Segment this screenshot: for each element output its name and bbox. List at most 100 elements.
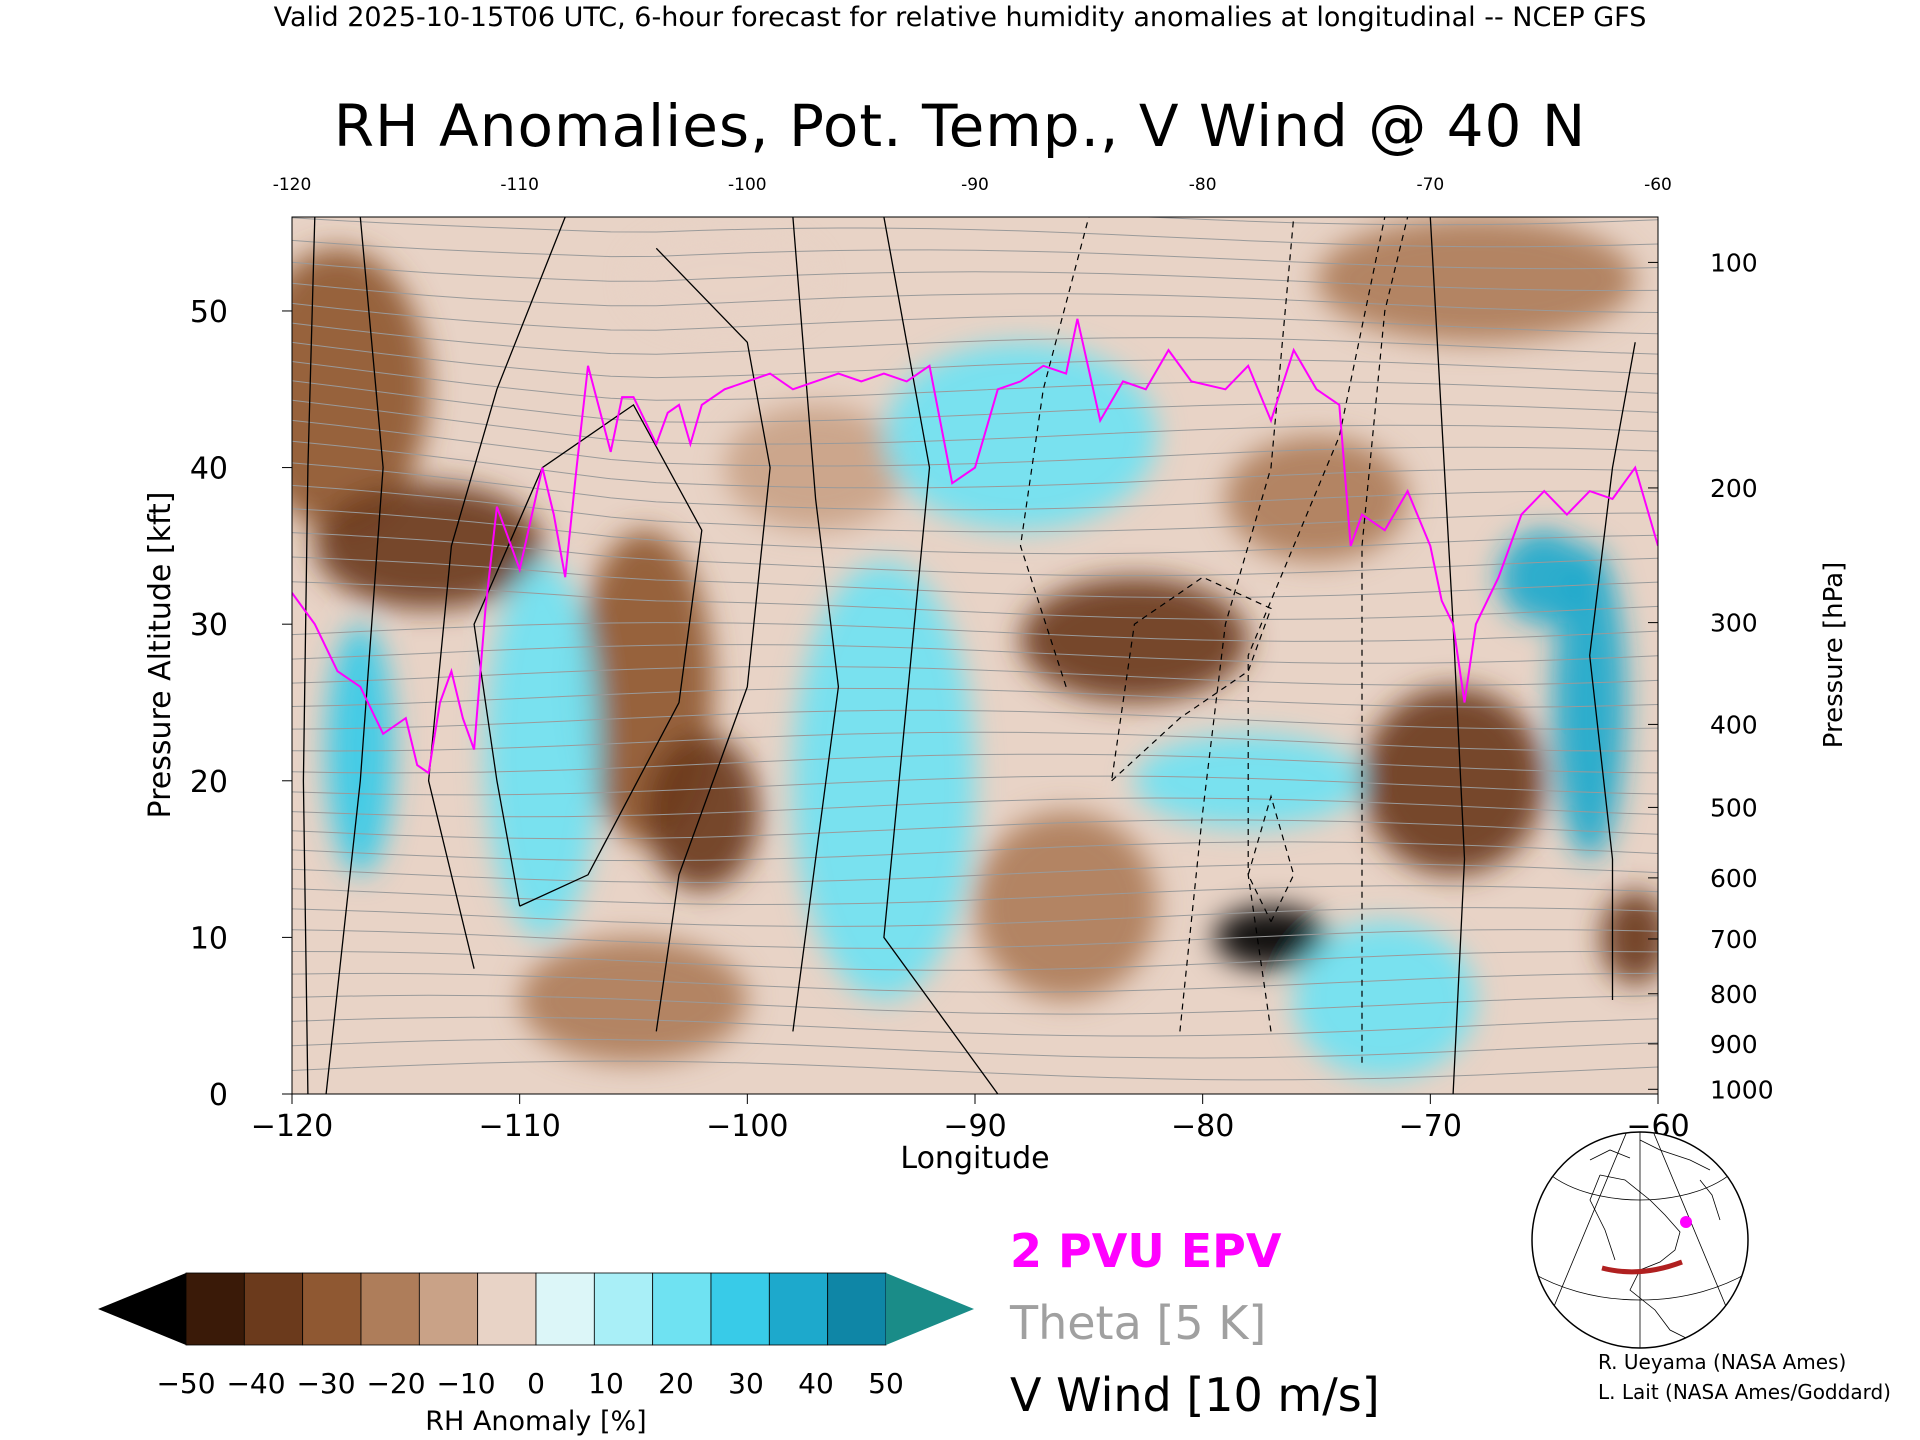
x-top-tick-label: -60 — [1644, 175, 1672, 195]
colorbar-under-arrow — [98, 1273, 186, 1345]
colorbar-tick-label: 0 — [527, 1367, 545, 1400]
colorbar-tick-label: −30 — [296, 1367, 355, 1400]
rh-anomaly-blob — [1498, 530, 1590, 625]
v-wind-contour — [655, 247, 771, 1032]
map-coastline — [1589, 1149, 1721, 1221]
x-top-tick-label: -90 — [961, 175, 989, 195]
theta-contour-line — [292, 361, 1658, 401]
map-transect-line — [1601, 1259, 1683, 1275]
colorbar-cell — [360, 1272, 420, 1346]
theta-contour-line — [292, 462, 1658, 511]
theta-contour-line — [292, 532, 1658, 577]
x-axis-label: Longitude — [900, 1141, 1049, 1176]
legend-vwind: V Wind [10 m/s] — [1010, 1368, 1380, 1422]
rh-anomaly-blob — [1293, 921, 1476, 1079]
theta-contour-line — [292, 709, 1658, 730]
colorbar-tick-label: 50 — [868, 1367, 904, 1400]
colorbar-cell — [593, 1272, 654, 1346]
v-wind-contour — [792, 217, 840, 1032]
colorbar-cell — [827, 1272, 887, 1346]
x-tick-label: −80 — [1171, 1109, 1234, 1144]
theta-contour-line — [292, 972, 1658, 993]
theta-contour-line — [292, 282, 1658, 313]
v-wind-contour-negative — [1247, 217, 1386, 1032]
v-wind-contours — [302, 217, 1636, 1094]
y-tick-label-left: 40 — [190, 452, 228, 487]
theta-contour-line — [292, 929, 1658, 949]
theta-contour-line — [292, 907, 1658, 927]
y-tick-label-right: 600 — [1710, 864, 1758, 893]
rh-anomaly-blob — [724, 404, 907, 531]
v-wind-contour-negative — [1179, 217, 1295, 1032]
colorbar-cell — [535, 1272, 595, 1346]
x-tick-label: −90 — [943, 1109, 1006, 1144]
map-location-marker — [1680, 1216, 1692, 1228]
y-tick-label-left: 10 — [190, 921, 228, 956]
v-wind-contour — [1589, 342, 1636, 1000]
y-tick-label-right: 200 — [1710, 474, 1758, 503]
colorbar-cell — [477, 1272, 537, 1346]
theta-contour-line — [292, 841, 1658, 862]
theta-contour-line — [292, 731, 1658, 752]
theta-contour-line — [292, 380, 1658, 423]
theta-contour-line — [292, 261, 1658, 292]
y-axis-label-left: Pressure Altitude [kft] — [143, 492, 178, 819]
theta-contour-line — [292, 508, 1658, 555]
colorbar-tick-label: −50 — [156, 1367, 215, 1400]
rh-anomaly-blob — [1316, 217, 1636, 343]
x-top-tick-label: -110 — [500, 175, 539, 195]
colorbar-cell — [302, 1272, 362, 1346]
map-coastline — [1589, 1139, 1711, 1341]
theta-contour-line — [292, 399, 1658, 445]
rh-anomaly-blob — [314, 483, 543, 609]
y-axis-label-right: Pressure [hPa] — [1819, 562, 1849, 749]
rh-anomaly-blob — [633, 232, 816, 327]
rh-anomaly-blob — [1134, 733, 1363, 828]
colorbar-cell — [768, 1272, 829, 1346]
y-tick-label-right: 300 — [1710, 609, 1758, 638]
rh-anomaly-blob — [975, 812, 1158, 1001]
colorbar-tick-label: −10 — [436, 1367, 495, 1400]
v-wind-contour-negative — [1111, 576, 1272, 782]
theta-contour-line — [292, 753, 1658, 774]
theta-contour-line — [292, 484, 1658, 533]
theta-contour-line — [292, 217, 1658, 248]
x-tick-label: −100 — [706, 1109, 788, 1144]
rh-anomaly-blob — [1020, 577, 1249, 703]
rh-anomaly-blob — [1362, 686, 1545, 875]
colorbar: −50 −40 −30 −20 −10 0 10 20 30 40 50 RH Anomaly [%… — [98, 1272, 974, 1437]
theta-contour-line — [292, 440, 1658, 489]
y-tick-label-right: 800 — [1710, 980, 1758, 1009]
v-wind-contour — [325, 217, 384, 1094]
y-tick-label-right: 400 — [1710, 710, 1758, 739]
x-top-tick-label: -70 — [1416, 175, 1444, 195]
axes: −120 -120 −110 -110 −100 -100 −90 -90 −80 -80 −70 -… — [190, 175, 1774, 1144]
v-wind-contour — [1429, 217, 1466, 1094]
rh-anomaly-blob — [326, 624, 395, 875]
colorbar-tick-label: −40 — [226, 1367, 285, 1400]
inset-map — [1531, 1131, 1749, 1349]
y-tick-label-right: 500 — [1710, 793, 1758, 822]
v-wind-contour — [427, 217, 566, 969]
theta-contour-line — [292, 885, 1658, 906]
theta-contours — [292, 217, 1658, 1081]
rh-anomaly-blob — [1214, 906, 1328, 969]
colorbar-cell — [418, 1272, 479, 1346]
y-tick-label-left: 20 — [190, 765, 228, 800]
x-top-tick-label: -100 — [728, 175, 767, 195]
v-wind-contour-negative — [1247, 794, 1295, 922]
theta-contour-line — [292, 994, 1658, 1015]
theta-contour-line — [292, 322, 1658, 355]
rh-anomaly-blob — [883, 342, 1158, 531]
legend-theta: Theta [5 K] — [1010, 1296, 1267, 1350]
chart-title: RH Anomalies, Pot. Temp., V Wind @ 40 N — [333, 92, 1587, 160]
rh-anomaly-blob — [1225, 436, 1408, 562]
colorbar-cell — [185, 1272, 245, 1346]
y-tick-label-left: 30 — [190, 608, 228, 643]
theta-contour-line — [292, 581, 1658, 621]
colorbar-over-arrow — [886, 1273, 974, 1345]
theta-contour-line — [292, 419, 1658, 467]
y-tick-label-right: 700 — [1710, 925, 1758, 954]
colorbar-cells — [185, 1272, 887, 1346]
